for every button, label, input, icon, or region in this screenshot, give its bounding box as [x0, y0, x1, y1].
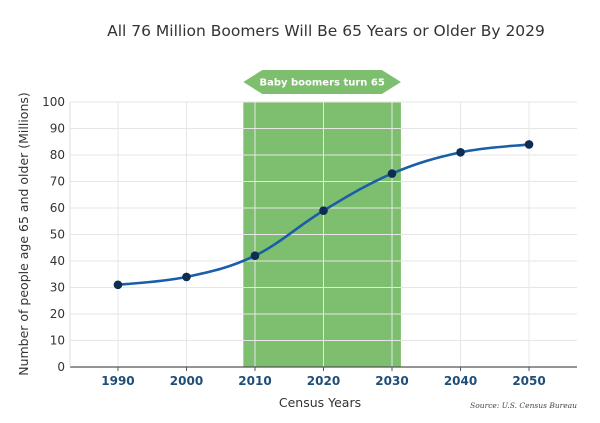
x-tick-label: 2030 — [375, 374, 408, 388]
y-tick-label: 20 — [50, 307, 65, 321]
data-point — [250, 251, 260, 260]
x-tick-label: 1990 — [101, 374, 134, 388]
x-tick-label: 2050 — [512, 374, 545, 388]
banner-label: Baby boomers turn 65 — [259, 78, 384, 89]
y-axis-label: Number of people age 65 and older (Milli… — [16, 92, 31, 376]
chart-title: All 76 Million Boomers Will Be 65 Years … — [107, 22, 545, 40]
x-tick-label: 2010 — [238, 374, 271, 388]
banner-arrow — [243, 70, 401, 94]
data-point — [319, 206, 328, 215]
y-tick-label: 10 — [50, 334, 65, 348]
y-tick-label: 100 — [42, 95, 65, 109]
y-tick-label: 70 — [50, 175, 65, 189]
data-point — [113, 280, 123, 290]
data-point — [456, 148, 465, 157]
y-tick-label: 30 — [50, 281, 65, 295]
data-point — [387, 169, 397, 178]
x-tick-label: 2020 — [307, 374, 340, 388]
data-point — [524, 140, 534, 149]
data-point — [182, 272, 191, 282]
x-axis-label: Census Years — [279, 395, 361, 410]
x-tick-label: 2040 — [444, 374, 477, 388]
source-note: Source: U.S. Census Bureau — [470, 401, 577, 410]
y-tick-label: 80 — [50, 148, 65, 162]
x-tick-label: 2000 — [170, 374, 203, 388]
y-tick-label: 0 — [57, 360, 65, 374]
y-tick-label: 90 — [50, 122, 65, 136]
y-tick-label: 50 — [50, 228, 65, 242]
y-tick-label: 40 — [50, 254, 65, 268]
y-tick-label: 60 — [50, 201, 65, 215]
